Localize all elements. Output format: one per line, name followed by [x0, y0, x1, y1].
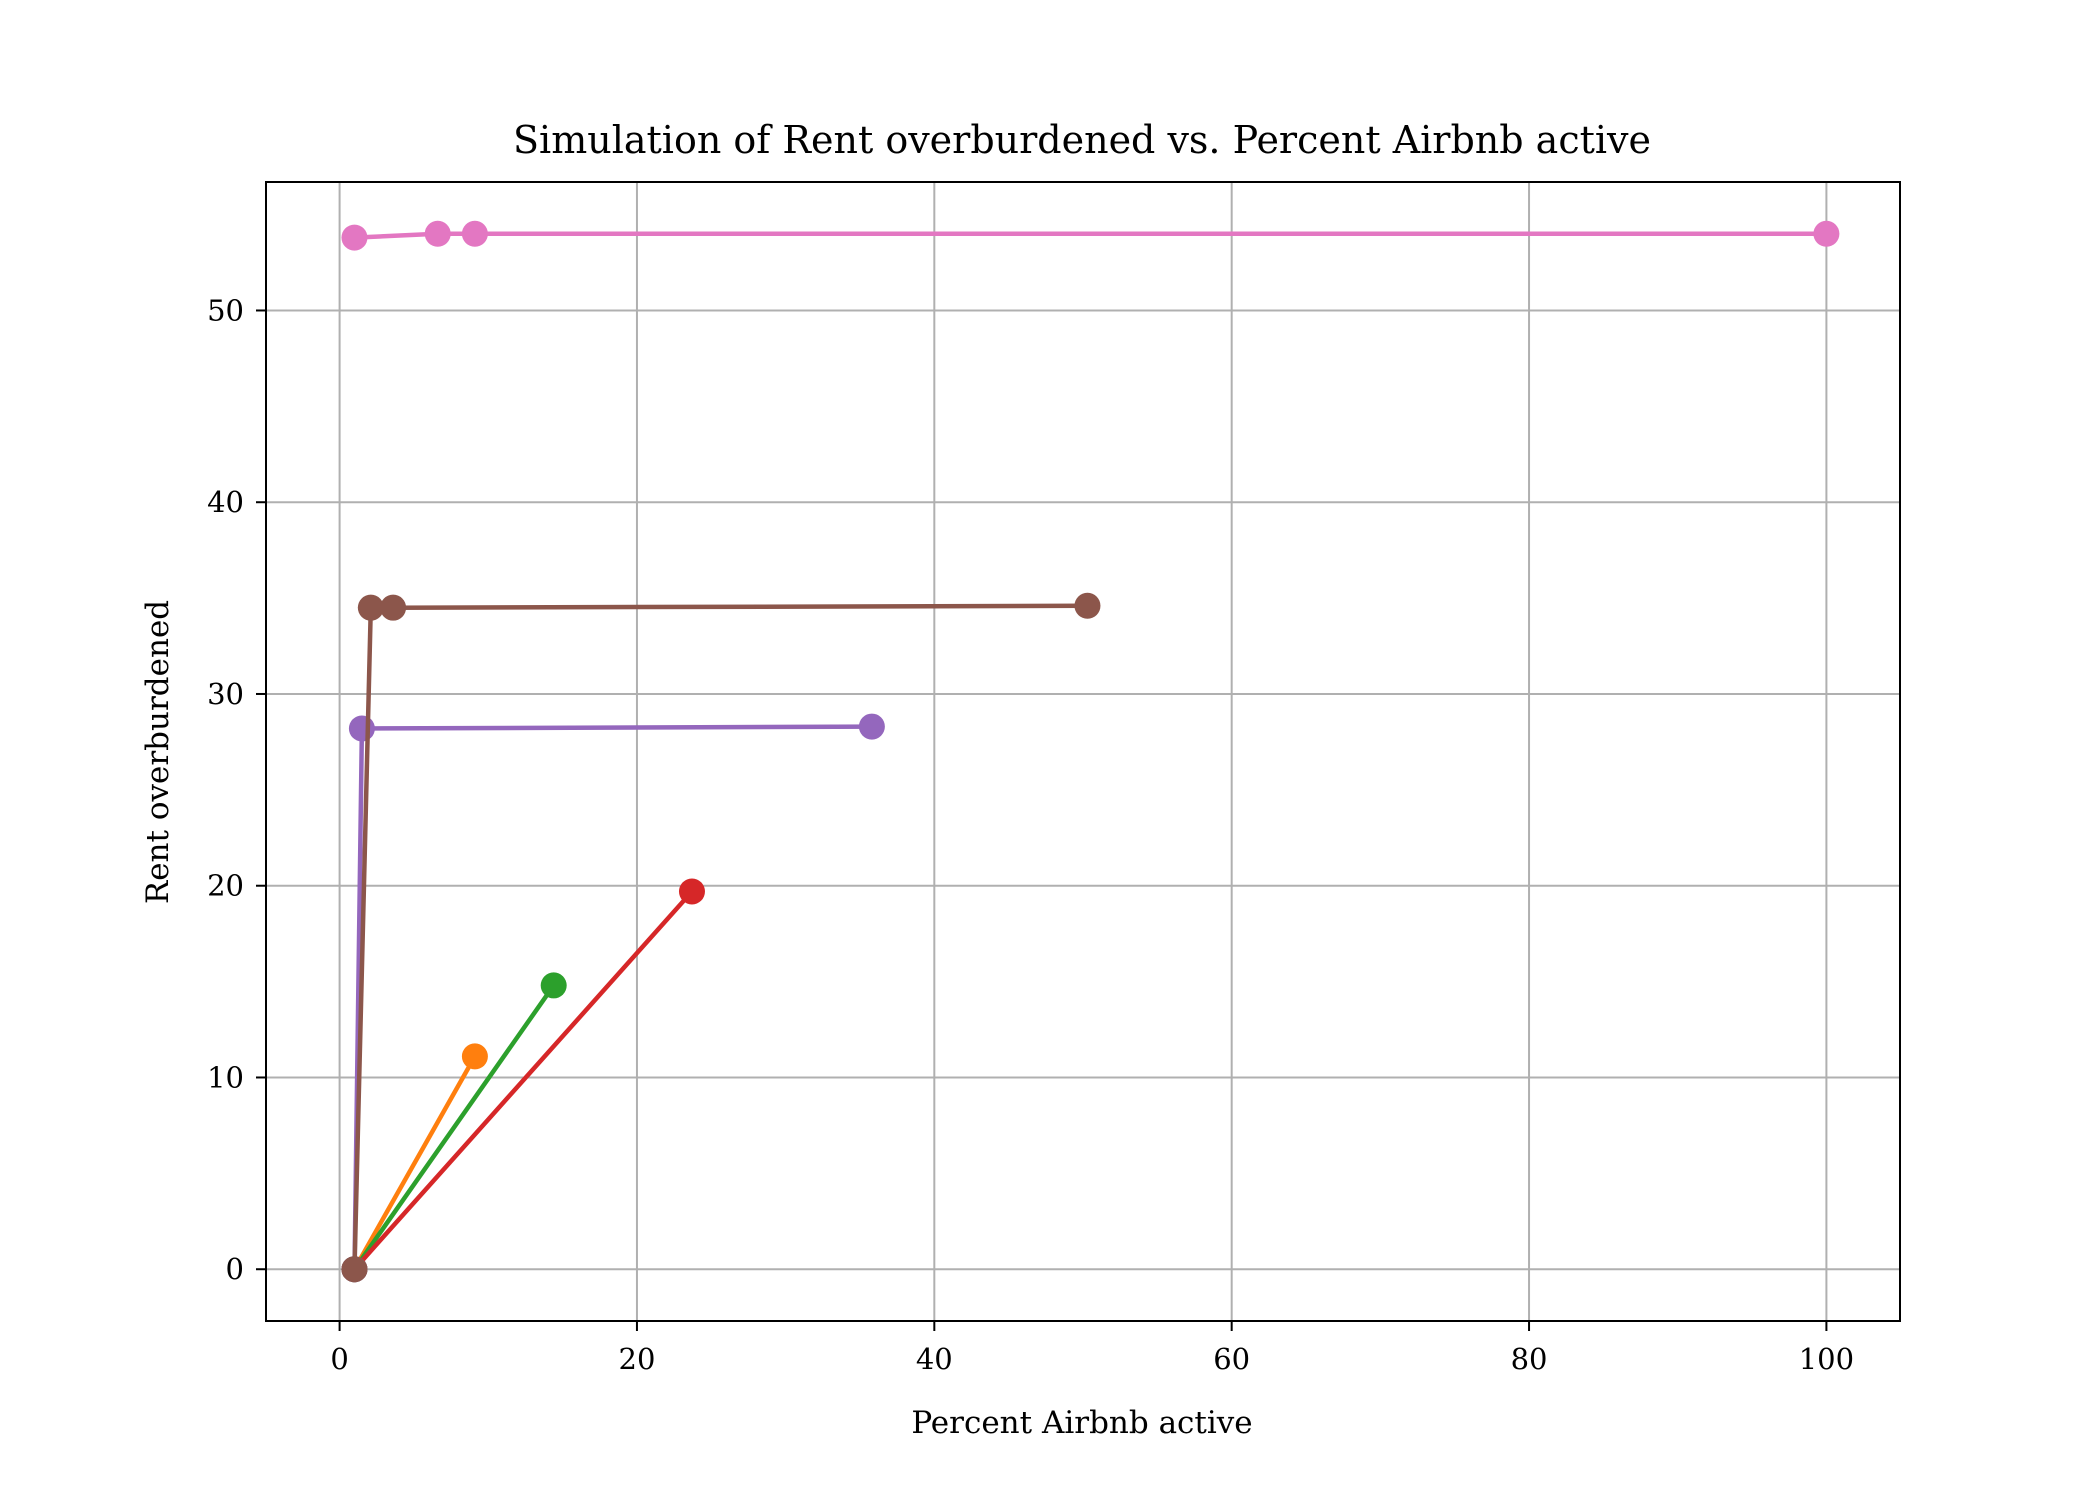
series-group: [341, 220, 1840, 1283]
ticks: 0 20 40 60 80 100 0 10 20 30 40 50: [207, 293, 1854, 1376]
data-point: [678, 878, 705, 905]
x-tick-label: 60: [1213, 1342, 1250, 1376]
data-point: [1074, 592, 1101, 619]
data-point: [357, 594, 384, 621]
data-point: [380, 594, 407, 621]
data-point: [1813, 220, 1840, 247]
chart-title: Simulation of Rent overburdened vs. Perc…: [513, 118, 1651, 162]
plot-frame: [265, 181, 1901, 1322]
x-tick-label: 20: [619, 1342, 656, 1376]
y-axis-label: Rent overburdened: [140, 600, 176, 904]
y-tick-label: 0: [226, 1252, 244, 1286]
data-point: [341, 224, 368, 251]
x-axis-label: Percent Airbnb active: [911, 1405, 1252, 1441]
series-line: [352, 231, 1829, 240]
y-tick-label: 20: [207, 869, 244, 903]
x-tick-label: 40: [916, 1342, 953, 1376]
data-point: [540, 972, 567, 999]
y-tick-label: 40: [207, 485, 244, 519]
data-point: [858, 713, 885, 740]
y-tick-label: 30: [207, 677, 244, 711]
data-point: [341, 1256, 368, 1283]
x-tick-label: 0: [330, 1342, 348, 1376]
data-point: [461, 1043, 488, 1070]
data-point: [348, 715, 375, 742]
series-line: [352, 1054, 478, 1272]
data-point: [424, 220, 451, 247]
grid: [266, 182, 1900, 1321]
series-7: [341, 220, 1840, 251]
y-tick-label: 50: [207, 293, 244, 327]
series-6: [341, 592, 1101, 1283]
data-point: [461, 220, 488, 247]
series-line: [352, 889, 695, 1272]
x-tick-label: 80: [1511, 1342, 1548, 1376]
y-tick-label: 10: [207, 1060, 244, 1094]
series-line: [352, 983, 556, 1272]
x-tick-label: 100: [1799, 1342, 1854, 1376]
